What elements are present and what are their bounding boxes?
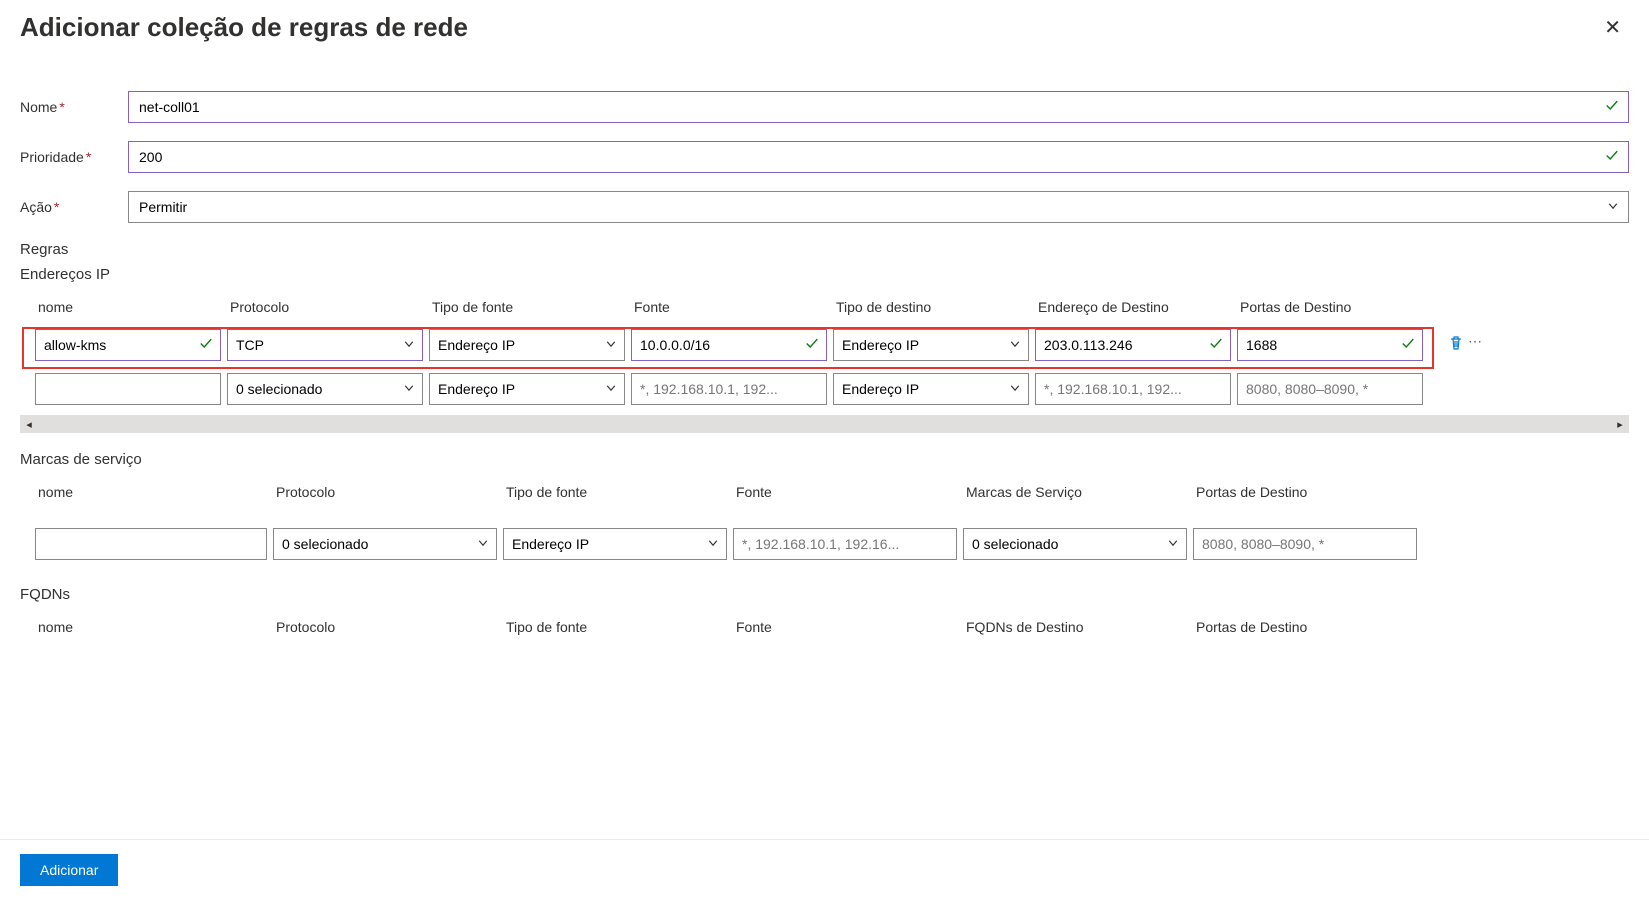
name-label-text: Nome <box>20 99 57 115</box>
col-header-name: nome <box>32 613 270 641</box>
rule-dest-type-select[interactable] <box>833 373 1029 405</box>
action-label: Ação* <box>20 199 128 215</box>
required-marker: * <box>86 149 91 165</box>
col-header-protocol: Protocolo <box>270 613 500 641</box>
col-header-source: Fonte <box>730 613 960 641</box>
required-marker: * <box>59 99 64 115</box>
more-options-icon[interactable]: ⋯ <box>1468 333 1482 350</box>
add-button[interactable]: Adicionar <box>20 854 118 886</box>
rule-dest-addr-input[interactable] <box>1035 373 1231 405</box>
action-label-text: Ação <box>20 199 52 215</box>
svc-protocol-select[interactable] <box>273 528 497 560</box>
close-icon[interactable]: ✕ <box>1604 18 1621 38</box>
svc-source-input[interactable] <box>733 528 957 560</box>
col-header-source-type: Tipo de fonte <box>500 478 730 524</box>
rule-source-input[interactable] <box>631 373 827 405</box>
name-label: Nome* <box>20 99 128 115</box>
col-header-fqdns: FQDNs de Destino <box>960 613 1190 641</box>
name-input[interactable] <box>128 91 1629 123</box>
col-header-dest-ports: Portas de Destino <box>1190 478 1420 524</box>
col-header-source: Fonte <box>730 478 960 524</box>
rule-protocol-select[interactable] <box>227 329 423 361</box>
panel-title: Adicionar coleção de regras de rede <box>20 12 1629 43</box>
col-header-dest-addr: Endereço de Destino <box>1032 293 1234 325</box>
svc-tags-select[interactable] <box>963 528 1187 560</box>
col-header-dest-ports: Portas de Destino <box>1190 613 1420 641</box>
rule-source-input[interactable] <box>631 329 827 361</box>
footer-bar: Adicionar <box>0 839 1649 900</box>
rule-source-type-select[interactable] <box>429 329 625 361</box>
rule-source-type-select[interactable] <box>429 373 625 405</box>
col-header-name: nome <box>32 478 270 524</box>
rule-dest-ports-input[interactable] <box>1237 373 1423 405</box>
fqdns-heading: FQDNs <box>20 586 1629 603</box>
col-header-protocol: Protocolo <box>270 478 500 524</box>
col-header-source-type: Tipo de fonte <box>426 293 628 325</box>
horizontal-scrollbar[interactable]: ◂ ▸ <box>20 415 1629 433</box>
col-header-service-tags: Marcas de Serviço <box>960 478 1190 524</box>
col-header-source: Fonte <box>628 293 830 325</box>
scroll-right-arrow[interactable]: ▸ <box>1611 415 1629 433</box>
rule-dest-addr-input[interactable] <box>1035 329 1231 361</box>
rule-dest-type-select[interactable] <box>833 329 1029 361</box>
rule-dest-ports-input[interactable] <box>1237 329 1423 361</box>
svc-source-type-select[interactable] <box>503 528 727 560</box>
scroll-left-arrow[interactable]: ◂ <box>20 415 38 433</box>
ip-addresses-heading: Endereços IP <box>20 266 1629 283</box>
required-marker: * <box>54 199 59 215</box>
priority-input[interactable] <box>128 141 1629 173</box>
col-header-dest-type: Tipo de destino <box>830 293 1032 325</box>
priority-label-text: Prioridade <box>20 149 84 165</box>
col-header-source-type: Tipo de fonte <box>500 613 730 641</box>
service-tags-heading: Marcas de serviço <box>20 451 1629 468</box>
rule-name-input[interactable] <box>35 329 221 361</box>
rule-name-input[interactable] <box>35 373 221 405</box>
col-header-dest-ports: Portas de Destino <box>1234 293 1426 325</box>
priority-label: Prioridade* <box>20 149 128 165</box>
rules-heading: Regras <box>20 241 1629 258</box>
action-select[interactable] <box>128 191 1629 223</box>
svc-name-input[interactable] <box>35 528 267 560</box>
rule-protocol-select[interactable] <box>227 373 423 405</box>
svc-dest-ports-input[interactable] <box>1193 528 1417 560</box>
col-header-name: nome <box>32 293 224 325</box>
delete-row-icon[interactable] <box>1448 335 1464 354</box>
col-header-protocol: Protocolo <box>224 293 426 325</box>
